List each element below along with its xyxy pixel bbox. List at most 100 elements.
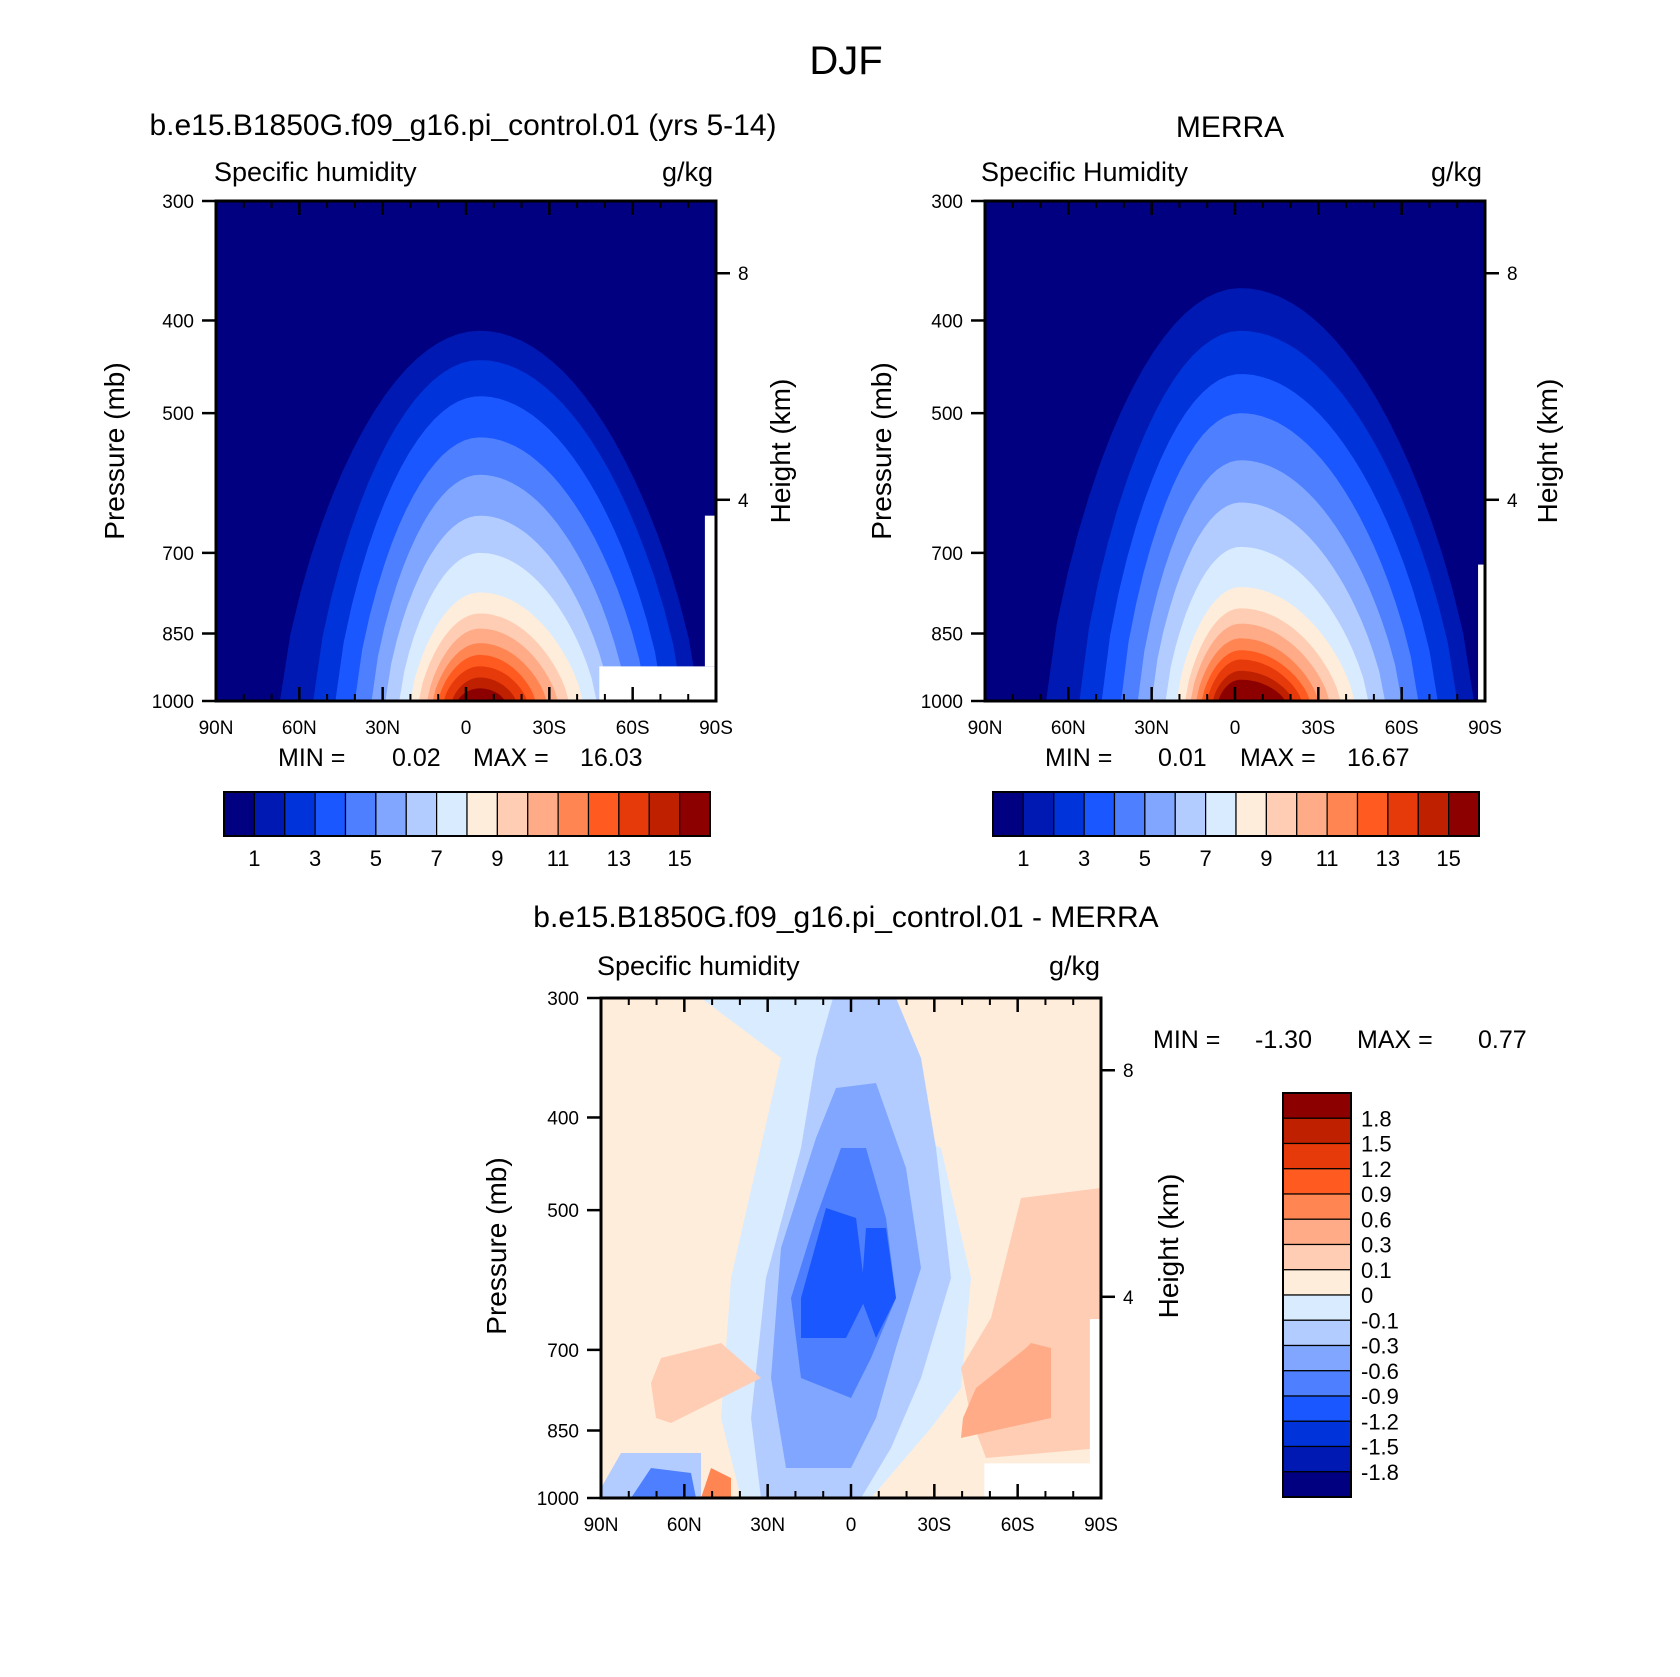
- colorbar-swatch: [1326, 791, 1359, 837]
- panel-model-y-ticks: 300 400 500 700 850 1000: [152, 192, 216, 713]
- panel-merra-ylabel: Pressure (mb): [866, 362, 897, 539]
- colorbar-swatch: [436, 791, 468, 837]
- x-tick-label: 30S: [532, 718, 566, 739]
- panel-merra-plot: [983, 199, 1487, 703]
- colorbar-swatch: [1282, 1294, 1352, 1321]
- y-tick-label: 1000: [152, 692, 194, 713]
- colorbar-swatch: [1417, 791, 1450, 837]
- y-tick-label: 300: [931, 192, 963, 213]
- diff-band-neg-1.2: [801, 1208, 866, 1338]
- panel-diff-title: b.e15.B1850G.f09_g16.pi_control.01 - MER…: [533, 901, 1158, 934]
- colorbar-label: -0.6: [1361, 1359, 1399, 1384]
- panel-model-ylabel-right: Height (km): [765, 379, 796, 524]
- right-tick-label: 4: [1507, 491, 1518, 512]
- colorbar-label: 0.1: [1361, 1258, 1392, 1283]
- colorbar-label: -1.5: [1361, 1435, 1399, 1460]
- panel-model-right-ticks: 84: [716, 264, 749, 512]
- colorbar-label: 3: [309, 846, 321, 871]
- colorbar-label: 9: [1260, 846, 1272, 871]
- panel-diff-plot: [599, 996, 1103, 1500]
- panel-model-units: g/kg: [662, 157, 713, 187]
- colorbar-label: 1.2: [1361, 1157, 1392, 1182]
- colorbar-frame: [1282, 1092, 1352, 1498]
- colorbar-swatch: [344, 791, 377, 837]
- panel-diff-x-ticks: 90N 60N 30N 0 30S 60S 90S: [584, 998, 1118, 1536]
- colorbar-swatch: [1448, 791, 1480, 837]
- y-tick-label: 300: [547, 989, 579, 1010]
- colorbar-swatch: [1282, 1243, 1352, 1271]
- panel-merra-max-label: MAX =: [1240, 744, 1316, 772]
- y-tick-label: 700: [547, 1341, 579, 1362]
- colorbar-swatch: [1282, 1370, 1352, 1397]
- diff-band-pos-0.3: [961, 1343, 1051, 1438]
- panel-merra-min-value: 0.01: [1158, 744, 1207, 772]
- colorbar-swatch: [1282, 1218, 1352, 1246]
- colorbar-swatch: [679, 791, 711, 837]
- colorbar-label: 11: [1316, 846, 1339, 871]
- panel-model-max-label: MAX =: [473, 744, 549, 772]
- colorbar-frame: [992, 791, 1480, 837]
- diff-band-neg-1.2b: [861, 1228, 896, 1338]
- colorbar-label: 1: [1017, 846, 1029, 871]
- colorbar-swatch: [1053, 791, 1085, 837]
- colorbar-swatch: [1083, 791, 1116, 837]
- colorbar-swatch: [253, 791, 286, 837]
- colorbar-swatch: [992, 791, 1024, 837]
- colorbar-swatch: [527, 791, 559, 837]
- colorbar-label: 13: [607, 846, 631, 871]
- y-tick-label: 400: [162, 311, 194, 332]
- colorbar-swatch: [587, 791, 620, 837]
- panel-merra-y-ticks: 300 400 500 700 850 1000: [921, 192, 985, 713]
- x-tick-label: 30S: [917, 1515, 951, 1536]
- colorbar-swatch: [1296, 791, 1328, 837]
- colorbar-swatch: [1282, 1193, 1352, 1220]
- colorbar-label: 1.5: [1361, 1132, 1392, 1157]
- x-tick-label: 0: [461, 718, 472, 739]
- y-tick-label: 500: [162, 404, 194, 425]
- colorbar-swatch: [1282, 1344, 1352, 1372]
- x-tick-label: 30S: [1301, 718, 1335, 739]
- colorbar-swatch: [1356, 791, 1389, 837]
- panel-diff-y-ticks: 300 400 500 700 850 1000: [537, 989, 601, 1510]
- colorbar-swatch: [1282, 1142, 1352, 1170]
- x-tick-label: 90S: [1084, 1515, 1118, 1536]
- right-tick-label: 8: [1507, 264, 1518, 285]
- x-tick-label: 60S: [1385, 718, 1419, 739]
- y-tick-label: 500: [547, 1201, 579, 1222]
- colorbar-swatch: [1022, 791, 1055, 837]
- y-tick-label: 850: [547, 1422, 579, 1443]
- colorbar-label: -0.9: [1361, 1384, 1399, 1409]
- colorbar-label: -1.2: [1361, 1409, 1399, 1434]
- missing-data-mask: [984, 1463, 1101, 1498]
- panel-diff-max-value: 0.77: [1478, 1026, 1527, 1054]
- panel-diff-right-ticks: 84: [1101, 1061, 1134, 1309]
- colorbar-swatch: [618, 791, 650, 837]
- missing-data-mask: [1478, 564, 1485, 701]
- colorbar-frame: [223, 791, 711, 837]
- y-tick-label: 850: [162, 625, 194, 646]
- x-tick-label: 60S: [616, 718, 650, 739]
- colorbar-label: 15: [1436, 846, 1460, 871]
- right-tick-label: 8: [1123, 1061, 1134, 1082]
- colorbar-swatch: [1235, 791, 1267, 837]
- missing-data-mask: [1089, 1319, 1101, 1464]
- colorbar-label: 5: [1139, 846, 1151, 871]
- colorbar-swatch: [1113, 791, 1146, 837]
- panel-merra-colorbar: 1 3 5 7 9 11 13 15: [992, 791, 1480, 871]
- x-tick-label: 90N: [968, 718, 1003, 739]
- panel-model-ylabel: Pressure (mb): [99, 362, 130, 539]
- panel-merra-max-value: 16.67: [1347, 744, 1410, 772]
- panel-merra-title: MERRA: [1176, 111, 1284, 144]
- y-tick-label: 850: [931, 625, 963, 646]
- colorbar-swatch: [496, 791, 529, 837]
- colorbar-label: 9: [491, 846, 503, 871]
- x-tick-label: 90S: [699, 718, 733, 739]
- svg-text:MIN = -1.30 MAX =: MIN = -1.30 MAX = 0.77: [1153, 1026, 1527, 1054]
- y-tick-label: 700: [931, 544, 963, 565]
- svg-text:MIN = 0.01 MAX =: MIN = 0.01 MAX = 16.67: [1045, 744, 1410, 772]
- colorbar-label: 7: [431, 846, 443, 871]
- panel-merra-units: g/kg: [1431, 157, 1482, 187]
- colorbar-swatch: [1265, 791, 1298, 837]
- colorbar-swatch: [648, 791, 681, 837]
